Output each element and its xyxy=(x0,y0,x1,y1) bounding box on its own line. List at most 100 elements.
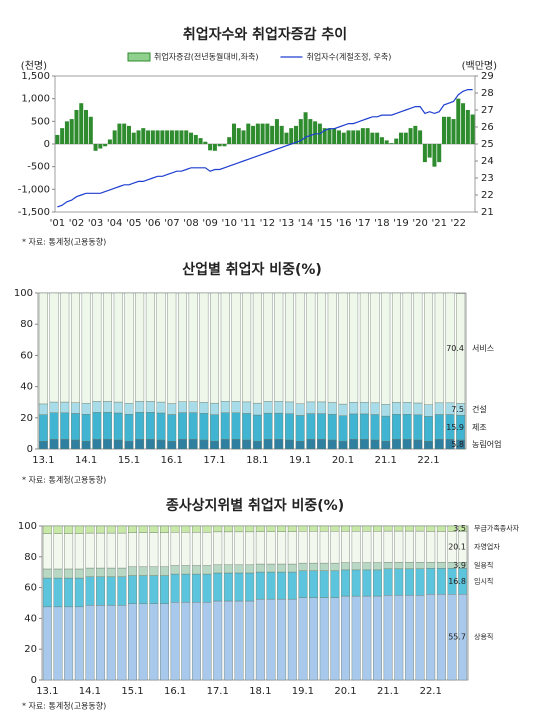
bar-segment xyxy=(85,605,95,681)
bar-segment xyxy=(330,525,340,532)
bar xyxy=(308,119,313,144)
bar-segment xyxy=(351,569,361,597)
bar-segment xyxy=(415,561,425,570)
bar-segment xyxy=(167,403,177,415)
bar-segment xyxy=(391,292,401,403)
bar xyxy=(265,123,270,144)
line-series xyxy=(57,89,473,208)
bar-segment xyxy=(81,441,91,450)
bar xyxy=(289,128,294,144)
y-tick-label: 60 xyxy=(20,350,33,361)
bar xyxy=(332,128,337,144)
bar-segment xyxy=(220,439,230,450)
bar-segment xyxy=(349,292,359,403)
bar-segment xyxy=(60,412,70,440)
bar-segment xyxy=(160,603,169,681)
bar-segment xyxy=(138,566,148,576)
x-tick-label: 14.1 xyxy=(79,686,101,697)
bar-segment xyxy=(74,533,84,570)
bar-segment xyxy=(351,531,361,563)
bar-segment xyxy=(404,595,414,681)
bar-segment xyxy=(383,568,393,596)
bar-segment xyxy=(64,568,74,579)
bar-segment xyxy=(156,292,166,403)
bar-segment xyxy=(49,292,59,403)
bar-segment xyxy=(70,402,80,414)
bar-segment xyxy=(234,600,244,681)
bar-segment xyxy=(381,441,391,450)
bar-segment xyxy=(383,525,393,532)
bar-segment xyxy=(113,292,123,403)
bar-segment xyxy=(381,415,391,442)
bar-segment xyxy=(338,292,348,405)
x-tick-label: 13.1 xyxy=(36,686,58,697)
bar-segment xyxy=(92,292,102,402)
bar-segment xyxy=(38,403,48,415)
bar-segment xyxy=(124,292,134,404)
x-tick-label: 20.1 xyxy=(334,686,356,697)
bar-segment xyxy=(199,292,209,403)
bar-segment xyxy=(263,292,273,402)
source-note: * 자료: 통계청(고용동향) xyxy=(22,701,106,711)
legend-swatch xyxy=(127,52,151,62)
x-tick-label: '14 xyxy=(298,218,313,229)
data-label: 20.1 xyxy=(448,542,466,551)
bar-segment xyxy=(138,603,148,681)
bar-segment xyxy=(202,602,212,681)
bar-segment xyxy=(177,292,187,402)
x-tick-label: 16.1 xyxy=(164,686,186,697)
series-label: 농림어업 xyxy=(472,439,501,449)
bar-segment xyxy=(199,413,209,441)
data-label: 55.7 xyxy=(448,633,466,642)
bar-segment xyxy=(327,402,337,415)
bar-segment xyxy=(210,292,220,404)
bar-segment xyxy=(351,562,361,571)
bar-segment xyxy=(124,441,134,450)
bar-segment xyxy=(49,439,59,450)
bar xyxy=(160,130,165,144)
bar xyxy=(150,130,155,144)
bar-segment xyxy=(213,531,223,566)
y-tick-label: 0 xyxy=(31,675,37,686)
bar-segment xyxy=(181,525,191,533)
bar-segment xyxy=(81,403,91,415)
bar-segment xyxy=(170,565,180,575)
bar-segment xyxy=(220,412,230,440)
bar-segment xyxy=(373,562,382,571)
bar-segment xyxy=(362,562,372,571)
bar-segment xyxy=(96,576,106,606)
bar-segment xyxy=(383,595,393,681)
bar xyxy=(346,130,351,144)
bar-segment xyxy=(306,401,316,414)
bar-segment xyxy=(263,412,273,440)
bar-segment xyxy=(49,412,59,440)
bar-segment xyxy=(394,568,404,596)
bar-segment xyxy=(199,439,209,450)
series-label: 임시직 xyxy=(474,576,493,585)
bar-segment xyxy=(436,525,446,532)
y-tick-label: 20 xyxy=(20,413,33,424)
chart-title: 취업자수와 취업자증감 추이 xyxy=(183,26,347,43)
bar xyxy=(74,110,79,144)
bar-segment xyxy=(351,525,361,532)
bar-segment xyxy=(231,292,241,402)
bar-segment xyxy=(213,525,223,533)
series-label: 건설 xyxy=(472,404,487,414)
bar-segment xyxy=(404,530,414,563)
bar-segment xyxy=(128,603,137,681)
plot-frame xyxy=(41,525,469,681)
bar xyxy=(79,103,84,144)
legend-label: 취업자증감(전년동월대비,좌축) xyxy=(154,52,258,62)
x-tick-label: 18.1 xyxy=(249,686,271,697)
bar-segment xyxy=(96,525,106,534)
bar-segment xyxy=(349,413,359,440)
bar-segment xyxy=(295,403,305,416)
bar-segment xyxy=(391,414,401,440)
bar-segment xyxy=(191,525,201,533)
bar xyxy=(212,144,217,151)
x-tick-label: '21 xyxy=(431,218,446,229)
x-tick-label: 17.1 xyxy=(207,686,229,697)
y-tick-label: -1,500 xyxy=(18,207,50,218)
bar-segment xyxy=(284,292,294,403)
bar-segment xyxy=(38,414,48,442)
